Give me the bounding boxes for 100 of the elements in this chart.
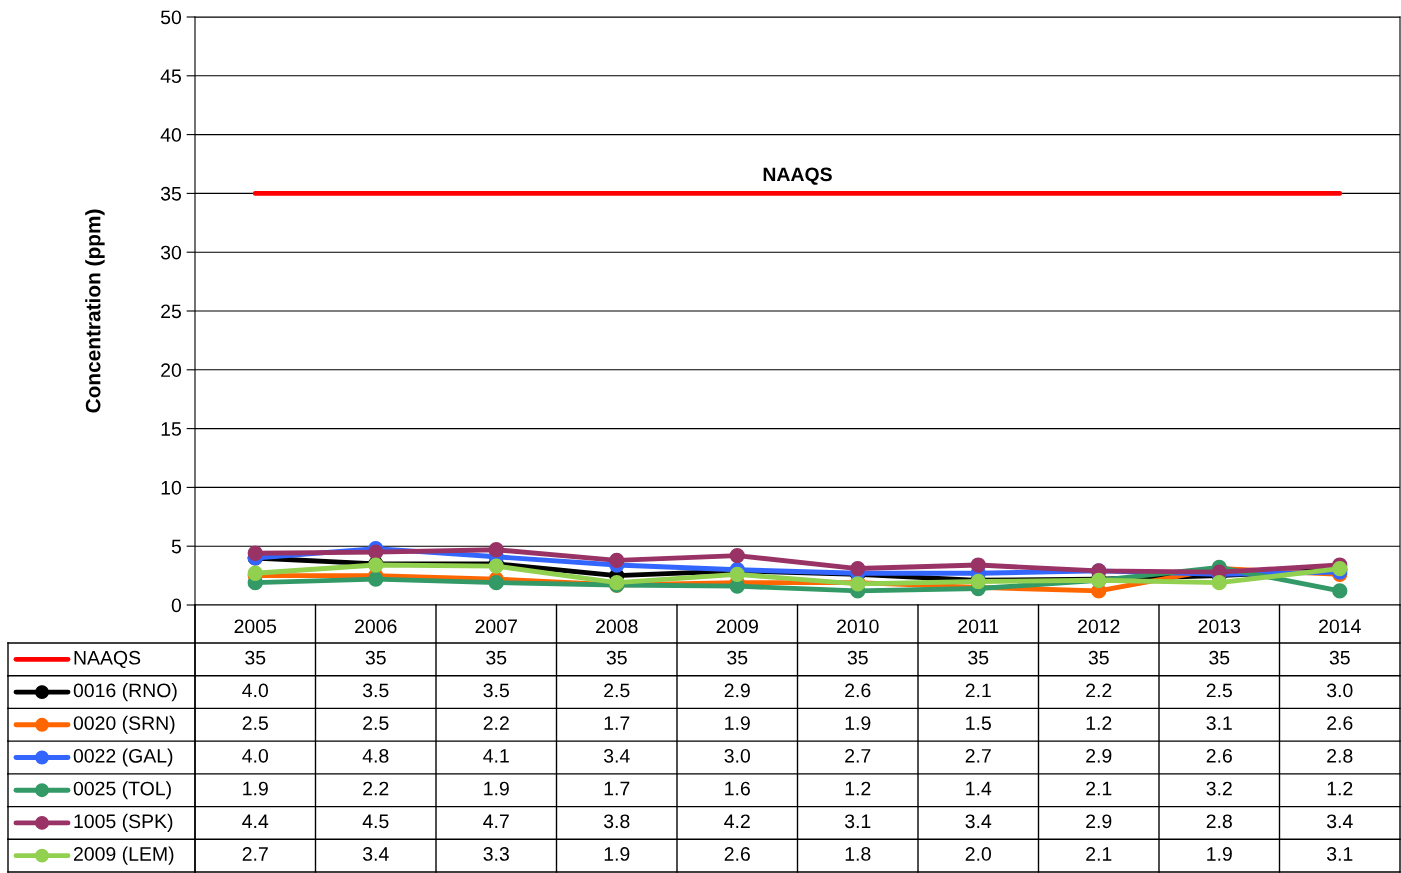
x-tick-label: 2006 xyxy=(355,619,397,634)
data-label: 2.5 xyxy=(604,683,630,698)
x-tick-label: 2011 xyxy=(958,619,999,634)
data-label: 2.1 xyxy=(1086,847,1112,861)
data-label: 1.9 xyxy=(484,781,509,796)
data-label: 4.4 xyxy=(242,814,269,828)
data-label: 3.8 xyxy=(603,814,630,829)
y-tick-label: 30 xyxy=(160,245,182,260)
data-label: 2.9 xyxy=(1086,748,1112,763)
data-label: 35 xyxy=(486,650,507,665)
y-tick-label: 50 xyxy=(160,10,182,25)
data-label: 1.2 xyxy=(1327,781,1353,796)
y-tick-label: 35 xyxy=(160,186,181,201)
data-label: 3.1 xyxy=(844,814,871,829)
x-tick-label: 2009 xyxy=(716,619,758,634)
data-label: 3.4 xyxy=(965,814,992,829)
data-label: 2.5 xyxy=(1206,683,1232,698)
data-label: 1.9 xyxy=(845,716,871,731)
x-tick-label: 2005 xyxy=(234,619,277,634)
data-label: 1.8 xyxy=(845,847,871,861)
legend-label: 0020 (SRN) xyxy=(73,715,175,734)
data-label: 4.1 xyxy=(483,749,509,763)
y-axis-title: Concentration (ppm) xyxy=(85,209,105,413)
y-tick-label: 10 xyxy=(161,480,182,495)
legend-label: 1005 (SPK) xyxy=(74,813,173,832)
legend-label: 0016 (RNO) xyxy=(73,683,177,702)
annotation: NAAQS xyxy=(763,167,832,185)
x-tick-label: 2012 xyxy=(1078,619,1120,634)
data-label: 2.9 xyxy=(1086,814,1112,829)
data-label: 1.2 xyxy=(1086,716,1112,730)
data-label: 2.9 xyxy=(724,683,750,698)
data-label: 2.1 xyxy=(1086,781,1112,796)
data-label: 35 xyxy=(968,650,989,665)
data-label: 2.7 xyxy=(965,748,991,763)
y-tick-label: 25 xyxy=(161,304,181,319)
data-label: 35 xyxy=(245,650,266,665)
data-label: 3.0 xyxy=(724,748,751,763)
data-label: 2.7 xyxy=(845,748,871,763)
x-tick-label: 2014 xyxy=(1319,619,1361,634)
data-label: 1.9 xyxy=(604,847,630,861)
data-label: 2.6 xyxy=(1206,748,1232,763)
data-label: 35 xyxy=(727,650,748,665)
data-label: 1.9 xyxy=(243,781,268,796)
data-label: 2.8 xyxy=(1206,814,1232,829)
data-label: 2.2 xyxy=(363,781,389,796)
data-label: 35 xyxy=(606,650,627,665)
legend-label: 0022 (GAL) xyxy=(73,748,173,767)
x-tick-label: 2007 xyxy=(475,619,517,634)
y-tick-label: 5 xyxy=(171,539,181,554)
y-tick-label: 45 xyxy=(160,69,181,84)
data-label: 4.7 xyxy=(483,814,509,828)
data-label: 2.6 xyxy=(1327,716,1353,731)
data-label: 3.4 xyxy=(1326,814,1353,829)
data-label: 3.4 xyxy=(362,847,389,861)
x-tick-label: 2010 xyxy=(837,619,879,634)
data-label: 2.5 xyxy=(242,716,268,731)
data-label: 1.7 xyxy=(604,781,630,796)
data-label: 1.2 xyxy=(845,781,871,796)
y-tick-label: 40 xyxy=(160,128,182,142)
data-label: 2.0 xyxy=(965,847,992,861)
data-label: 4.8 xyxy=(362,748,389,763)
data-label: 4.5 xyxy=(362,814,389,829)
data-label: 1.9 xyxy=(725,716,750,731)
data-label: 35 xyxy=(847,650,868,665)
legend-label: NAAQS xyxy=(74,650,141,669)
data-label: 4.0 xyxy=(242,683,269,698)
data-label: 3.3 xyxy=(483,847,509,861)
data-label: 3.1 xyxy=(1206,716,1232,731)
data-label: 2.1 xyxy=(965,683,991,698)
data-label: 1.5 xyxy=(966,716,991,731)
data-label: 4.0 xyxy=(242,748,269,763)
data-label: 1.9 xyxy=(1207,847,1232,861)
x-tick-label: 2008 xyxy=(596,619,638,634)
x-tick-label: 2013 xyxy=(1198,619,1241,634)
data-label: 35 xyxy=(365,650,386,665)
data-label: 2.5 xyxy=(363,716,389,731)
data-label: 3.0 xyxy=(1326,683,1353,698)
data-label: 1.7 xyxy=(604,716,630,730)
y-tick-label: 20 xyxy=(161,363,182,378)
y-tick-label: 0 xyxy=(171,598,182,613)
data-label: 2.2 xyxy=(1086,683,1112,698)
data-label: 2.6 xyxy=(724,847,750,861)
data-label: 2.2 xyxy=(483,716,509,730)
data-label: 3.5 xyxy=(483,683,509,698)
data-label: 3.1 xyxy=(1326,847,1353,861)
data-label: 2.6 xyxy=(845,683,871,698)
data-label: 3.4 xyxy=(603,748,630,763)
data-label: 1.4 xyxy=(966,781,992,796)
data-label: 3.5 xyxy=(362,683,389,698)
data-label: 35 xyxy=(1088,650,1109,665)
y-tick-label: 15 xyxy=(161,422,181,436)
legend-label: 0025 (TOL) xyxy=(73,781,171,800)
legend-label: 2009 (LEM) xyxy=(73,846,174,865)
data-label: 2.7 xyxy=(242,847,268,861)
data-label: 35 xyxy=(1329,650,1350,665)
data-label: 4.2 xyxy=(724,814,750,828)
data-label: 3.2 xyxy=(1206,781,1232,796)
data-label: 35 xyxy=(1209,650,1230,665)
data-label: 2.8 xyxy=(1327,748,1353,763)
data-label: 1.6 xyxy=(725,781,750,796)
